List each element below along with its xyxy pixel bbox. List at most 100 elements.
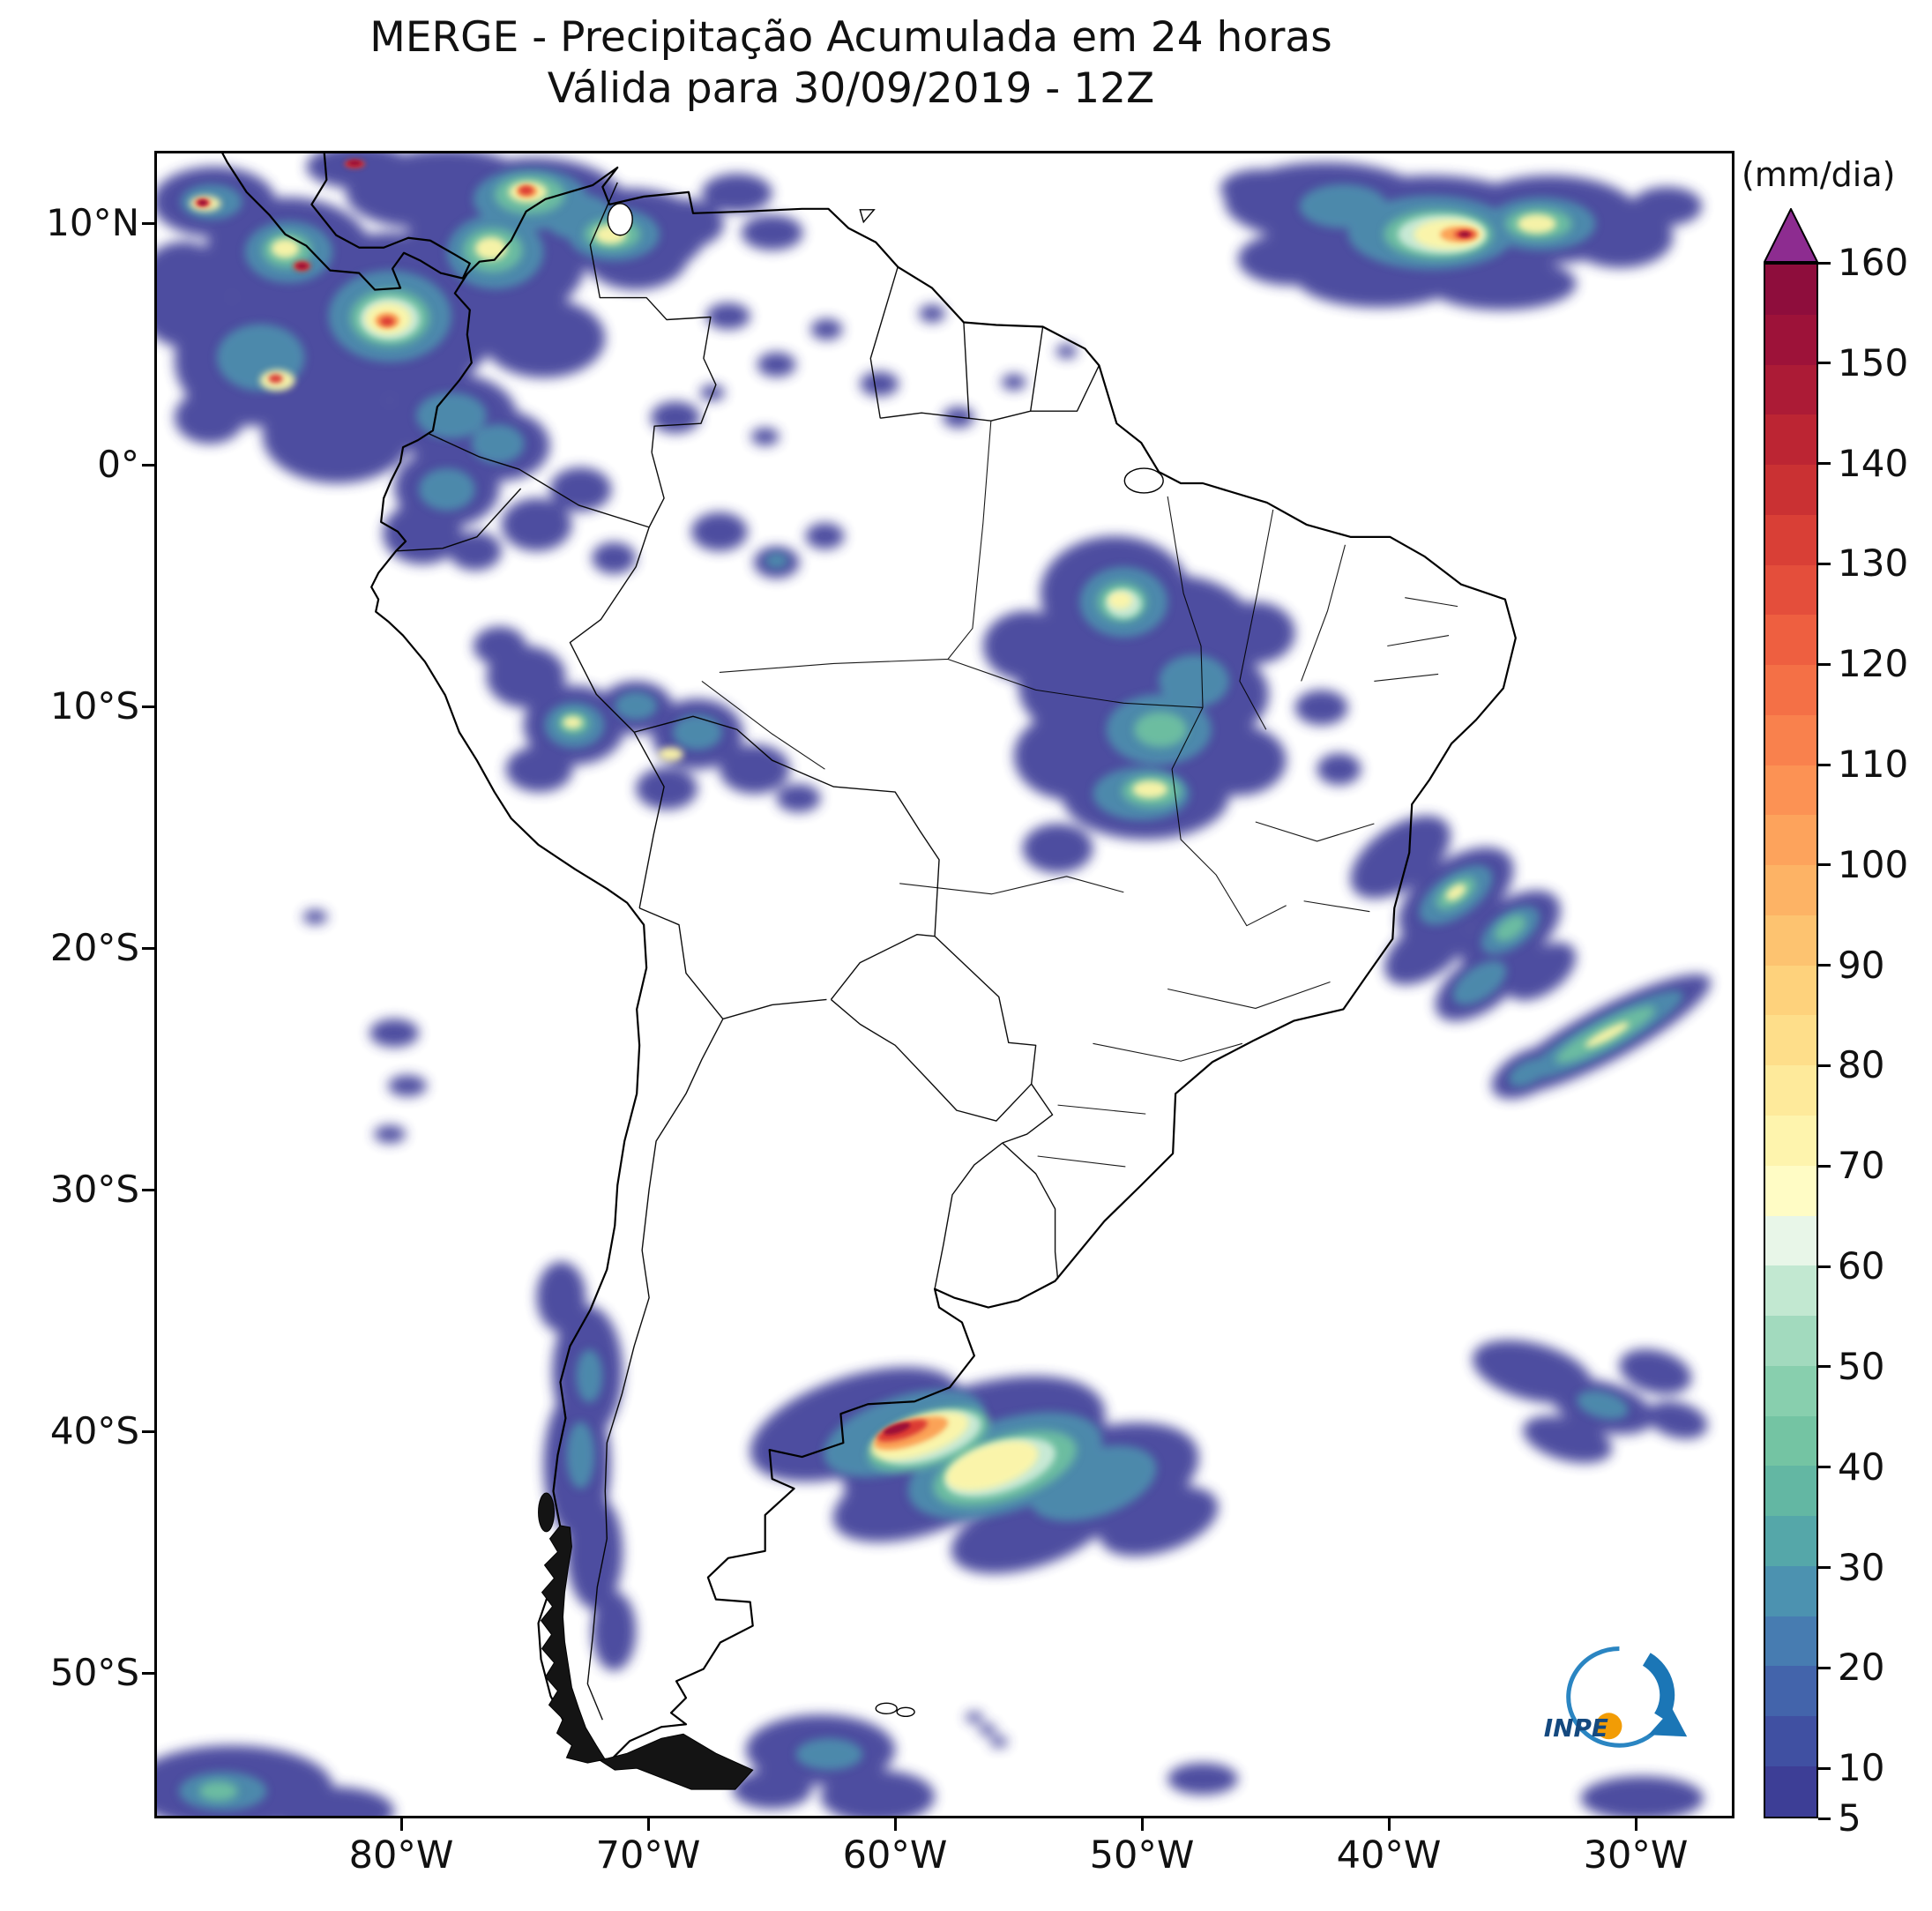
colorbar-tick-mark bbox=[1818, 1365, 1831, 1369]
inpe-logo-arrowhead bbox=[1648, 1708, 1688, 1737]
colorbar-tick-label: 50 bbox=[1838, 1344, 1885, 1388]
colorbar-tick-mark bbox=[1818, 863, 1831, 867]
islands bbox=[607, 203, 1164, 1717]
x-tick-label: 30°W bbox=[1583, 1833, 1689, 1877]
x-axis-tick-mark bbox=[1140, 1818, 1144, 1831]
colorbar-tick-label: 10 bbox=[1838, 1746, 1885, 1790]
colorbar-gradient bbox=[1764, 263, 1818, 1818]
colorbar-tick-label: 70 bbox=[1838, 1144, 1885, 1188]
colorbar-tick-label: 140 bbox=[1838, 441, 1909, 485]
y-tick-label: 20°S bbox=[49, 926, 139, 969]
figure-title-line2: Válida para 30/09/2019 - 12Z bbox=[547, 64, 1155, 113]
y-tick-label: 50°S bbox=[49, 1651, 139, 1694]
colorbar-tick-mark bbox=[1818, 662, 1831, 666]
colorbar-tick-mark bbox=[1818, 1164, 1831, 1168]
y-tick-label: 30°S bbox=[49, 1168, 139, 1211]
colorbar-segment bbox=[1765, 714, 1816, 765]
colorbar-tick-label: 120 bbox=[1838, 642, 1909, 686]
central-america-coastline bbox=[221, 153, 471, 291]
colorbar-tick-label: 20 bbox=[1838, 1646, 1885, 1690]
colorbar-tick-mark bbox=[1818, 964, 1831, 967]
precipitation-map: INPE bbox=[157, 153, 1712, 1816]
colorbar-tick-label: 30 bbox=[1838, 1545, 1885, 1589]
colorbar-extend-arrow bbox=[1764, 208, 1818, 263]
colorbar-tick-label: 110 bbox=[1838, 743, 1909, 787]
colorbar-segment bbox=[1765, 1466, 1816, 1517]
colorbar-tick-mark bbox=[1818, 261, 1831, 265]
colorbar-tick-label: 150 bbox=[1838, 340, 1909, 384]
colorbar-tick-mark bbox=[1818, 462, 1831, 466]
inpe-logo-swoosh bbox=[1642, 1653, 1675, 1721]
south-america-coastline bbox=[370, 166, 1517, 1762]
southern-chile-fjords bbox=[538, 1492, 754, 1790]
colorbar-tick-mark bbox=[1818, 1566, 1831, 1570]
colorbar-segment bbox=[1765, 1716, 1816, 1766]
y-tick-label: 0° bbox=[97, 443, 139, 486]
x-axis-tick-mark bbox=[1634, 1818, 1637, 1831]
y-axis-tick-mark bbox=[142, 946, 154, 950]
y-axis-tick-mark bbox=[142, 1671, 154, 1675]
colorbar-segment bbox=[1765, 615, 1816, 666]
colorbar-tick-mark bbox=[1818, 562, 1831, 565]
country-borders bbox=[396, 182, 1100, 1721]
brazil-state-borders bbox=[701, 421, 1458, 1168]
inpe-logo: INPE bbox=[1544, 1646, 1688, 1748]
y-axis-tick-mark bbox=[142, 221, 154, 225]
colorbar-segment bbox=[1765, 514, 1816, 565]
y-tick-label: 10°S bbox=[49, 684, 139, 728]
colorbar-tick-label: 80 bbox=[1838, 1043, 1885, 1087]
colorbar-segment bbox=[1765, 815, 1816, 866]
precip-layer-140-160mm bbox=[198, 160, 1470, 1436]
colorbar-segment bbox=[1765, 865, 1816, 915]
y-axis-tick-mark bbox=[142, 1430, 154, 1433]
colorbar-segment bbox=[1765, 414, 1816, 466]
colorbar-segment bbox=[1765, 1265, 1816, 1317]
x-axis-tick-mark bbox=[399, 1818, 403, 1831]
y-axis-tick-mark bbox=[142, 1188, 154, 1191]
colorbar-segment bbox=[1765, 1516, 1816, 1566]
colorbar-unit-label: (mm/dia) bbox=[1742, 155, 1896, 194]
colorbar-segment bbox=[1765, 1116, 1816, 1166]
colorbar-segment bbox=[1765, 1616, 1816, 1667]
colorbar-tick-label: 40 bbox=[1838, 1444, 1885, 1489]
y-axis-tick-mark bbox=[142, 705, 154, 708]
colorbar-segment bbox=[1765, 1165, 1816, 1216]
x-axis-tick-mark bbox=[893, 1818, 897, 1831]
x-axis-tick-mark bbox=[1387, 1818, 1391, 1831]
colorbar-segment bbox=[1765, 765, 1816, 816]
colorbar-segment bbox=[1765, 564, 1816, 616]
x-tick-label: 50°W bbox=[1089, 1833, 1195, 1877]
colorbar-segment bbox=[1765, 1666, 1816, 1717]
colorbar-segment bbox=[1765, 1365, 1816, 1416]
colorbar-segment bbox=[1765, 1765, 1816, 1817]
x-tick-label: 60°W bbox=[842, 1833, 948, 1877]
colorbar-segment bbox=[1765, 1415, 1816, 1467]
colorbar-tick-mark bbox=[1818, 1817, 1831, 1820]
x-tick-label: 70°W bbox=[595, 1833, 701, 1877]
x-tick-label: 40°W bbox=[1336, 1833, 1442, 1877]
inpe-logo-orange-dot bbox=[1595, 1713, 1622, 1740]
colorbar-segment bbox=[1765, 1316, 1816, 1366]
colorbar-tick-label: 5 bbox=[1838, 1796, 1861, 1840]
y-tick-label: 40°S bbox=[49, 1409, 139, 1452]
colorbar-segment bbox=[1765, 965, 1816, 1016]
colorbar-tick-mark bbox=[1818, 362, 1831, 365]
colorbar-segment bbox=[1765, 1565, 1816, 1616]
colorbar-tick-mark bbox=[1818, 1064, 1831, 1067]
colorbar-segment bbox=[1765, 465, 1816, 515]
x-axis-tick-mark bbox=[646, 1818, 650, 1831]
colorbar-segment bbox=[1765, 265, 1816, 315]
colorbar-tick-mark bbox=[1818, 1666, 1831, 1669]
colorbar-tick-mark bbox=[1818, 1265, 1831, 1268]
colorbar-tick-label: 100 bbox=[1838, 842, 1909, 886]
inpe-logo-orbit bbox=[1566, 1646, 1659, 1748]
y-tick-label: 10°N bbox=[46, 201, 139, 244]
colorbar-tick-label: 90 bbox=[1838, 943, 1885, 987]
colorbar-tick-label: 60 bbox=[1838, 1244, 1885, 1288]
colorbar-tick-mark bbox=[1818, 1466, 1831, 1469]
colorbar-segment bbox=[1765, 314, 1816, 365]
colorbar-segment bbox=[1765, 364, 1816, 415]
colorbar-segment bbox=[1765, 914, 1816, 966]
figure-title-line1: MERGE - Precipitação Acumulada em 24 hor… bbox=[369, 13, 1332, 62]
